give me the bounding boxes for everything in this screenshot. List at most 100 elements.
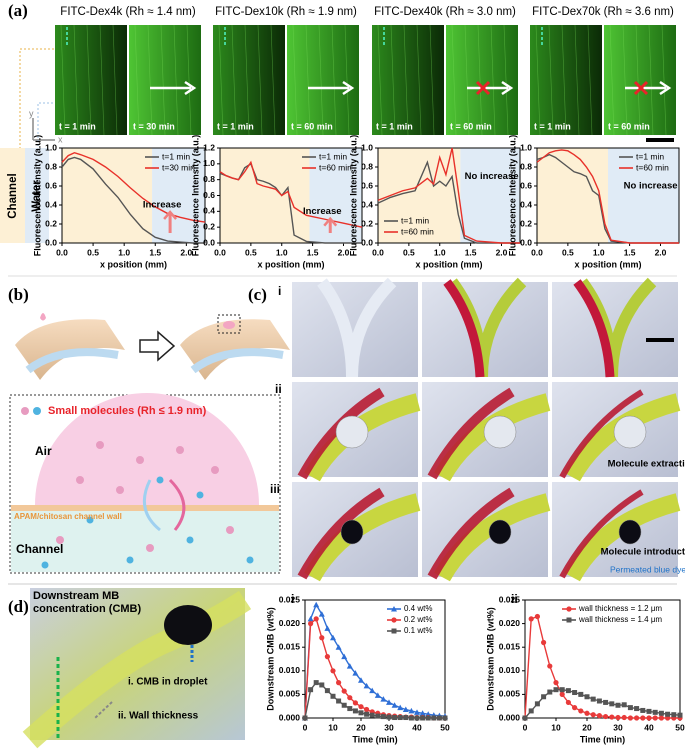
annotation-head	[163, 210, 178, 220]
marker	[677, 712, 683, 718]
marker	[341, 653, 348, 660]
y-tick-label: 0.020	[279, 618, 301, 628]
marker	[346, 663, 353, 669]
fluorescence-streak	[86, 24, 92, 136]
channel	[11, 511, 279, 572]
dye	[559, 389, 644, 479]
y-tick-label: 0.4	[203, 206, 215, 216]
panel-b: Small molecules (Rh ≤ 1.9 nm) Air APAM/c…	[9, 313, 290, 574]
marker	[640, 707, 646, 713]
block-mark	[475, 80, 491, 96]
caption: Molecule extraction	[608, 459, 685, 470]
marker	[364, 711, 370, 717]
time-label: t = 1 min	[534, 121, 571, 131]
y-tick-label: 0.8	[361, 161, 373, 171]
x-tick-label: 1.0	[118, 247, 130, 257]
marker	[408, 707, 415, 714]
axis-label: y	[29, 108, 34, 118]
time-label: t = 60 min	[450, 121, 492, 131]
series-line	[61, 152, 206, 223]
droplet	[40, 313, 46, 321]
marker	[609, 714, 615, 720]
panel-label: (b)	[8, 285, 29, 304]
marker	[590, 696, 596, 702]
channel-shade	[537, 148, 608, 243]
y-tick-label: 0.4	[520, 199, 532, 209]
flow-arrow	[142, 479, 161, 532]
droplet	[340, 519, 364, 545]
y-tick-label: 0.2	[361, 218, 373, 228]
marker	[541, 639, 547, 646]
marker	[335, 644, 342, 650]
dye	[443, 279, 485, 378]
marker	[578, 708, 584, 714]
x-axis-label: Time (min)	[352, 734, 397, 744]
marker	[584, 694, 590, 700]
legend-label: wall thickness = 1.2 μm	[578, 604, 662, 613]
marker	[565, 699, 572, 706]
marker	[336, 698, 342, 704]
marker	[572, 690, 578, 696]
marker	[352, 708, 358, 714]
arrow	[94, 701, 113, 719]
image-title: FITC-Dex40k (Rh ≈ 3.0 nm)	[374, 6, 516, 18]
x-tick-label: 30	[384, 722, 394, 732]
x-axis-label: x position (mm)	[416, 259, 483, 269]
fluorescence-streak	[231, 24, 237, 136]
dye	[559, 489, 644, 579]
droplet	[223, 321, 235, 329]
x-tick-label: 1.0	[276, 247, 288, 257]
marker	[419, 710, 426, 716]
marker	[374, 692, 381, 698]
marker	[627, 715, 634, 721]
x-tick-label: 2.0	[496, 247, 508, 257]
x-tick-label: 0.0	[56, 247, 68, 257]
fluorescence-streak	[331, 24, 337, 136]
marker	[578, 691, 584, 697]
marker	[652, 709, 658, 715]
channel-region	[0, 148, 25, 243]
y-tick-label: 0.8	[203, 174, 215, 184]
marker	[584, 710, 590, 716]
marker	[559, 687, 565, 693]
y-tick-label: 0.4	[45, 199, 57, 209]
water-shade	[152, 148, 205, 243]
y-tick-label: 0.4	[361, 199, 373, 209]
marker	[397, 715, 403, 721]
channel	[434, 493, 551, 582]
guide	[19, 48, 62, 148]
marker	[330, 668, 336, 674]
marker	[308, 687, 314, 693]
plot-frame	[219, 147, 363, 244]
image-title: FITC-Dex70k (Rh ≈ 3.6 nm)	[532, 6, 674, 18]
fluorescence-streak	[609, 24, 615, 136]
marker	[313, 680, 319, 686]
y-tick-label: 0.6	[520, 180, 532, 190]
marker	[603, 713, 609, 720]
fluorescence-streak	[344, 24, 350, 136]
fluorescence-streak	[134, 24, 140, 136]
time-label: t = 1 min	[217, 121, 254, 131]
channel	[22, 590, 252, 749]
arrow-head	[501, 80, 514, 96]
micrograph	[287, 25, 359, 135]
caption: Downstream MB concentration (CMB)	[33, 590, 142, 615]
marker	[646, 715, 652, 721]
fluorescence-streak	[429, 24, 435, 136]
molecule	[33, 407, 41, 415]
marker	[414, 715, 420, 721]
droplet	[488, 519, 512, 545]
marker	[425, 715, 431, 721]
marker	[386, 714, 392, 720]
legend-label: wall thickness = 1.4 μm	[578, 615, 662, 624]
guide	[37, 102, 117, 148]
marker	[634, 706, 640, 712]
legend-label: 0.2 wt%	[404, 615, 432, 624]
y-tick-label: 0.025	[499, 594, 521, 604]
marker	[319, 635, 325, 641]
droplet	[618, 519, 642, 545]
x-tick-label: 2.0	[338, 247, 350, 257]
marker	[534, 701, 540, 707]
fluorescence-streak	[244, 24, 250, 136]
molecule	[21, 407, 29, 415]
